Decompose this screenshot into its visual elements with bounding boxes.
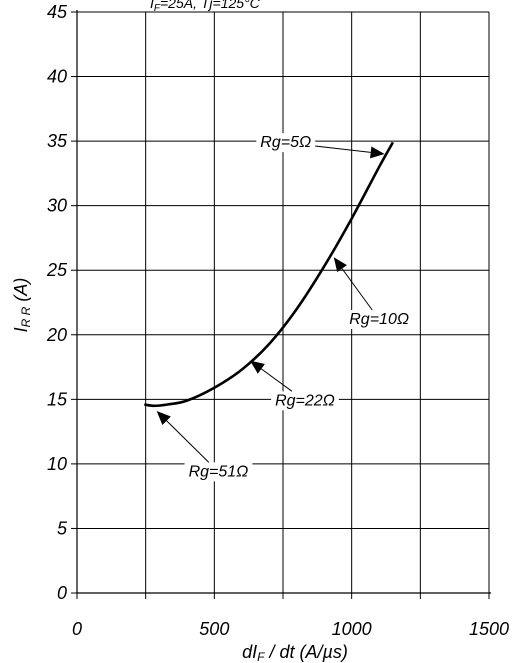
- chart-title-rest: =25A, Tj=125°C: [160, 0, 261, 11]
- tick-labels: 0 5 10 15 20 25 30 35 40 45 0 500 1000 1500: [46, 2, 509, 639]
- annotation-arrowhead-1: [333, 257, 347, 273]
- y-tick-label: 35: [47, 131, 68, 151]
- y-tick-label: 30: [47, 196, 67, 216]
- annotation-label-3: Rg=51Ω: [189, 463, 249, 480]
- annotation-leader-2: [261, 368, 293, 392]
- annotation-label-1: Rg=10Ω: [349, 311, 409, 328]
- y-tick-label: 10: [47, 454, 67, 474]
- x-axis-label-pre: dI: [242, 642, 257, 662]
- annotation-leader-0: [315, 145, 371, 153]
- series-line-0: [144, 141, 395, 408]
- y-tick-label: 45: [47, 2, 68, 22]
- x-tick-label: 1500: [469, 619, 509, 639]
- series: [144, 141, 395, 408]
- y-tick-label: 20: [46, 325, 67, 345]
- y-axis-label: IR R (A): [11, 278, 33, 333]
- x-tick-label: 500: [199, 619, 229, 639]
- axes: [71, 10, 491, 599]
- chart-title-main: I: [150, 0, 154, 11]
- x-axis-label-post: / dt (A/µs): [264, 642, 347, 662]
- chart-title-sub: F: [154, 3, 161, 14]
- annotation-label-0: Rg=5Ω: [260, 134, 311, 151]
- annotation-arrowhead-3: [156, 410, 171, 426]
- annotation-label-2: Rg=22Ω: [275, 392, 335, 409]
- x-tick-label: 0: [72, 619, 82, 639]
- annotation-bg-3: [184, 462, 253, 482]
- y-axis-label-post: (A): [11, 278, 31, 307]
- chart-title: IF=25A, Tj=125°C: [150, 0, 261, 14]
- y-tick-label: 40: [47, 67, 67, 87]
- annotations: Rg=5Ω Rg=10Ω Rg=22Ω Rg=51Ω: [156, 133, 414, 482]
- x-axis-label: dIF / dt (A/µs): [242, 642, 348, 663]
- annotation-arrowhead-2: [250, 360, 265, 374]
- y-axis-label-pre: I: [11, 327, 31, 332]
- annotation-bg-2: [271, 391, 339, 411]
- annotation-arrowhead-0: [370, 146, 385, 159]
- y-tick-label: 25: [46, 260, 68, 280]
- x-axis-label-sub: F: [257, 650, 265, 663]
- annotation-leader-3: [166, 420, 210, 463]
- y-tick-label: 5: [57, 518, 68, 538]
- annotation-bg-1: [345, 309, 414, 329]
- x-tick-label: 1000: [332, 619, 372, 639]
- grid: [77, 11, 490, 593]
- y-tick-label: 15: [47, 389, 68, 409]
- annotation-leader-1: [341, 268, 373, 311]
- annotation-bg-0: [256, 133, 316, 153]
- y-tick-label: 0: [57, 583, 67, 603]
- y-axis-label-sub: R R: [19, 306, 33, 327]
